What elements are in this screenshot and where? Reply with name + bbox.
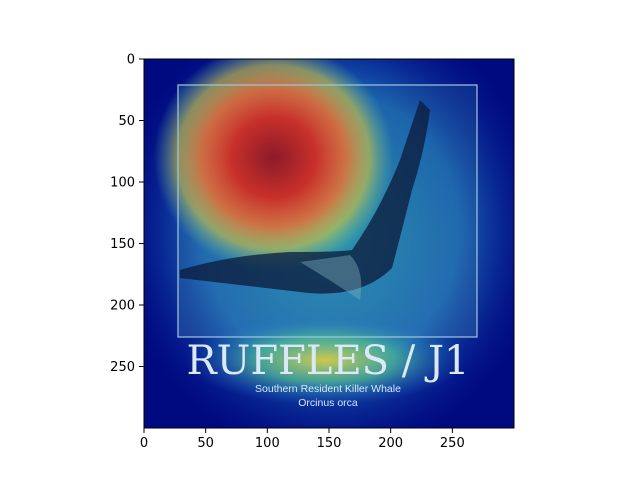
image-species: Orcinus orca: [298, 397, 358, 409]
y-tick-label-0: 0: [127, 53, 135, 68]
photo-frame: [177, 84, 478, 338]
y-tick-label-4: 200: [110, 299, 135, 314]
y-axis: 0 50 100 150 200 250: [110, 53, 144, 375]
whale-saddle: [300, 255, 362, 300]
x-tick-label-3: 150: [317, 436, 342, 451]
heatmap-image: RUFFLES / J1 Southern Resident Killer Wh…: [144, 59, 514, 428]
image-title: RUFFLES / J1: [187, 338, 470, 384]
heatmap-hotspot: [153, 59, 394, 273]
x-tick-label-5: 250: [440, 436, 465, 451]
y-tick-label-2: 100: [110, 176, 135, 191]
x-tick-label-2: 100: [255, 436, 280, 451]
y-tick-label-1: 50: [118, 114, 135, 129]
whale-body: [180, 100, 430, 294]
x-tick-label-0: 0: [140, 436, 148, 451]
x-axis: 0 50 100 150 200 250: [140, 428, 465, 451]
x-tick-label-1: 50: [197, 436, 214, 451]
image-subtitle: Southern Resident Killer Whale: [255, 383, 401, 395]
x-tick-label-4: 200: [378, 436, 403, 451]
y-tick-label-3: 150: [110, 237, 135, 252]
y-tick-label-5: 250: [110, 360, 135, 375]
